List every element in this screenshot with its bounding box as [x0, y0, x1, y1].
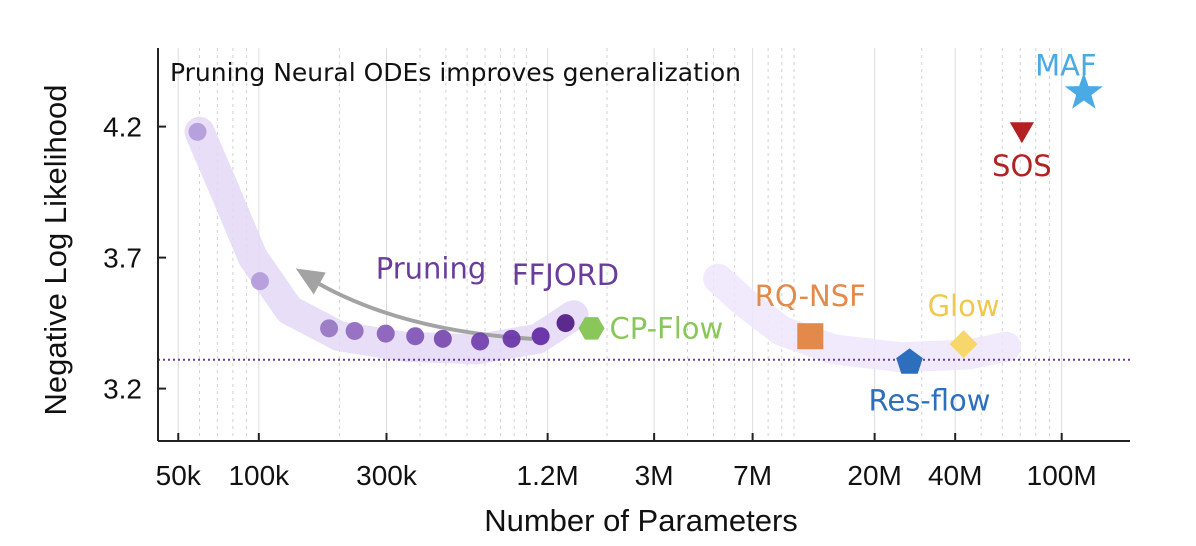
sos-label: SOS [992, 149, 1052, 183]
glow-label: Glow [928, 289, 1000, 323]
res-flow-marker [896, 348, 923, 374]
pruning-point [250, 272, 269, 291]
pruning-point [345, 321, 364, 340]
y-axis-title: Negative Log Likelihood [38, 85, 73, 416]
res-flow-label: Res-flow [869, 383, 991, 417]
trend-bands [184, 116, 1022, 373]
baseline-trend-band [703, 263, 1022, 373]
x-tick-label: 1.2M [517, 460, 579, 491]
pruning-arrowhead [295, 268, 326, 295]
ffjord-label: FFJORD [512, 258, 619, 292]
cp-flow-marker [578, 317, 605, 340]
marker-labels: Pruning FFJORD CP-Flow RQ-NSF Res-flow Glow SO… [376, 49, 1097, 418]
pruning-point [376, 324, 395, 343]
maf-marker [1064, 72, 1103, 109]
pruning-arrow [295, 268, 533, 341]
sos-marker [1009, 122, 1034, 144]
x-axis-title: Number of Parameters [484, 503, 798, 538]
pruning-point [531, 327, 550, 346]
x-tick-label: 300k [356, 460, 418, 491]
cp-flow-label: CP-Flow [609, 311, 723, 345]
x-tick-label: 100M [1027, 460, 1097, 491]
x-tick-label: 20M [847, 460, 901, 491]
grid [177, 48, 1063, 441]
rq-nsf-label: RQ-NSF [755, 279, 866, 313]
x-tick-label: 50k [156, 460, 202, 491]
ffjord-marker [556, 314, 575, 333]
glow-marker [949, 330, 978, 359]
pruning-point [433, 329, 452, 348]
maf-label: MAF [1035, 49, 1097, 83]
chart-title: Pruning Neural ODEs improves generalizat… [170, 58, 741, 87]
pruning-arrow-shaft [308, 276, 533, 341]
pruning-point [471, 332, 490, 351]
y-tick-label: 3.2 [103, 374, 142, 405]
x-tick-label: 100k [228, 460, 290, 491]
pruning-point [320, 319, 339, 338]
data-points [188, 72, 1103, 374]
axes: 4.2 3.7 3.2 50k 100k 300k 1.2M 3M 7M 20M 40M 100M [103, 48, 1130, 491]
y-tick-label: 3.7 [103, 243, 142, 274]
pruning-point [188, 122, 207, 141]
x-tick-label: 7M [733, 460, 772, 491]
x-tick-label: 3M [635, 460, 674, 491]
x-tick-label: 40M [928, 460, 982, 491]
rq-nsf-marker [797, 323, 824, 350]
pruning-point [406, 327, 425, 346]
pruning-annotation: Pruning [376, 252, 487, 286]
pruning-point [502, 329, 521, 348]
y-tick-label: 4.2 [103, 112, 142, 143]
